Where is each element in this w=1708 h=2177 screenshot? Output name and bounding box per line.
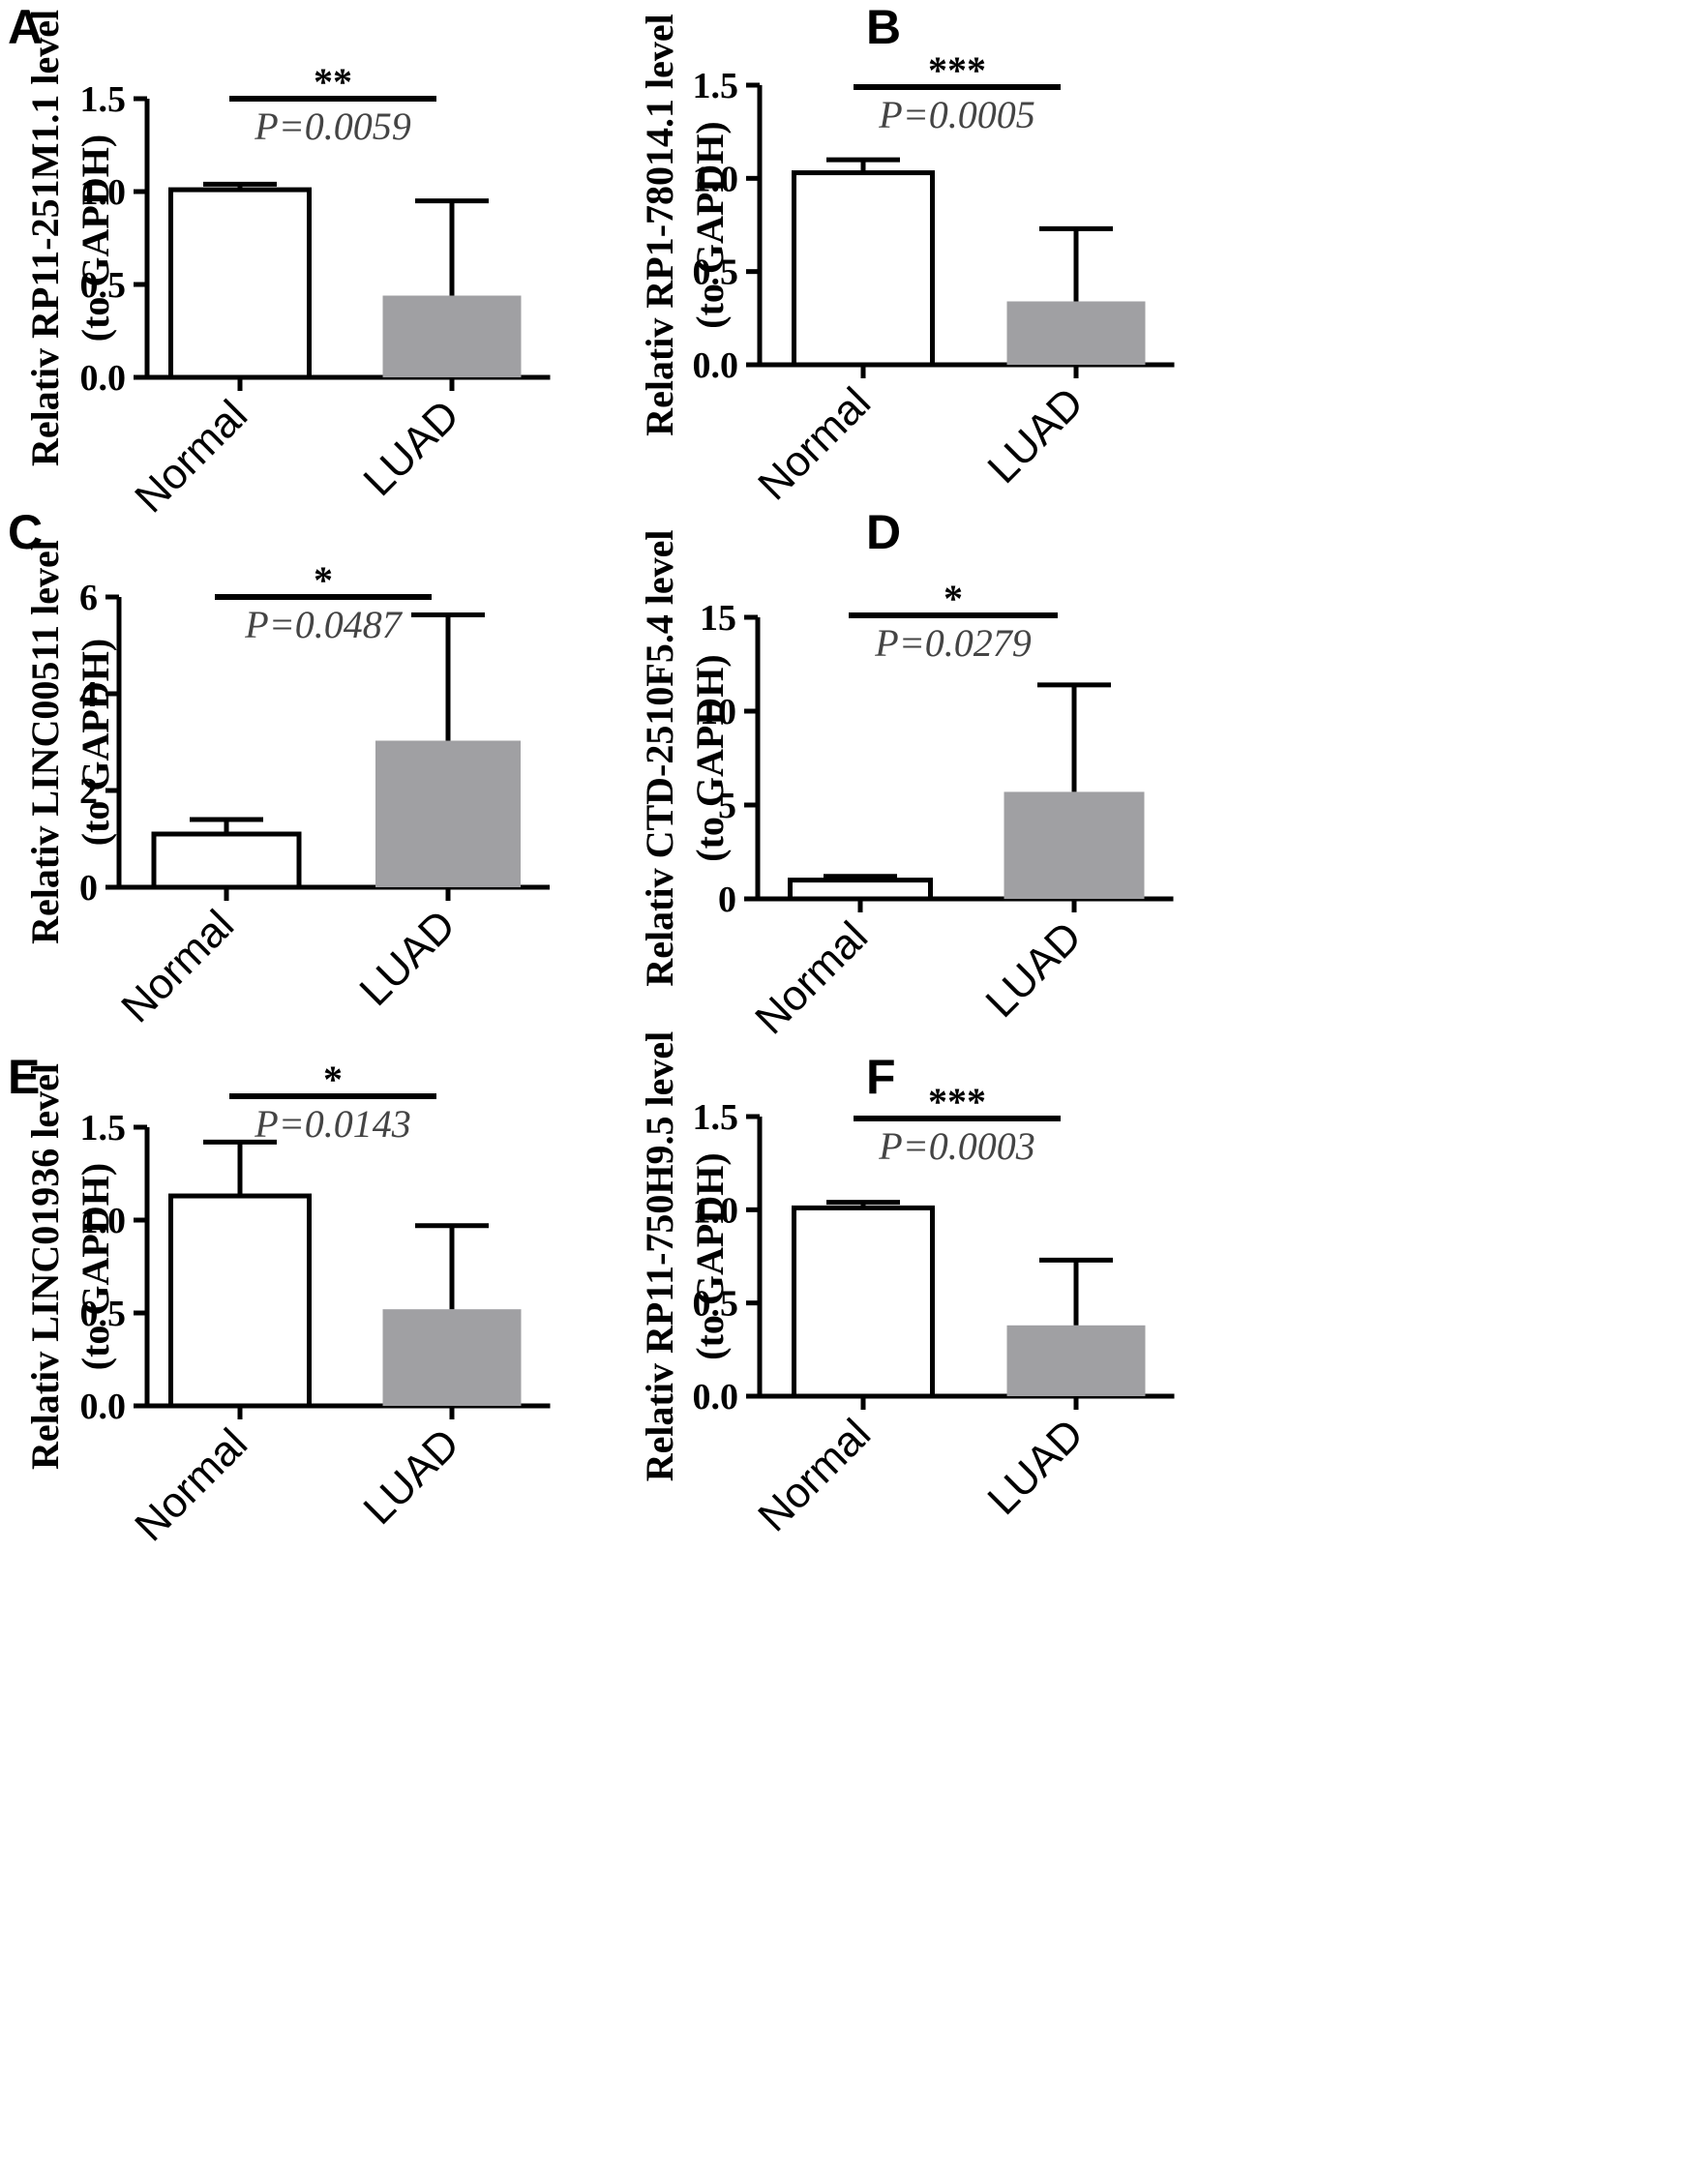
p-value-label: P=0.0005 [878,93,1034,136]
y-tick-label: 0.5 [80,1294,127,1334]
y-axis-label-unit: (to GAPDH) [74,134,117,342]
category-label-luad: LUAD [350,901,464,1015]
significance-stars: * [944,577,963,620]
y-tick-label: 0 [718,880,736,920]
y-tick-label: 0.0 [693,345,739,386]
y-axis-label: Relativ RP11-251M1.1 level [23,10,67,466]
y-tick-label: 1.5 [693,66,739,106]
significance-stars: *** [928,48,986,92]
y-tick-label: 0.5 [80,265,127,306]
category-label-luad: LUAD [354,391,468,505]
panel-letter: F [866,1050,896,1104]
y-axis-label: Relativ LINC01936 level [23,1063,67,1470]
y-axis-label-unit: (to GAPDH) [688,121,732,328]
y-tick-label: 15 [700,598,736,639]
y-tick-label: 0.5 [693,1284,739,1325]
bar-luad [1004,791,1145,899]
category-label-normal: Normal [126,391,256,522]
category-label-luad: LUAD [354,1419,468,1534]
y-tick-label: 0 [79,868,98,909]
bar-normal [168,187,312,380]
panel-letter: C [8,505,43,559]
y-tick-label: 2 [79,771,98,812]
panel-b: B Relativ RP1-78014.1 level (to GAPDH) 0.0 0… [638,0,1175,509]
panel-letter: D [866,505,901,559]
p-value-label: P=0.0487 [244,603,403,646]
panel-d: D Relativ CTD-2510F5.4 level (to GAPDH) 0 5 1… [638,505,1174,1043]
category-label-luad: LUAD [976,912,1091,1027]
y-tick-label: 1.0 [693,159,739,199]
y-axis-label-unit: (to GAPDH) [74,639,117,846]
y-axis-label-unit: (to GAPDH) [688,1152,732,1359]
bar-luad [382,1309,522,1406]
p-value-label: P=0.0143 [254,1102,410,1146]
panel-letter: B [866,0,901,54]
bar-luad [1006,1325,1146,1396]
panel-f: F Relativ RP11-750H9.5 level (to GAPDH) 0.0… [638,1031,1175,1540]
p-value-label: P=0.0059 [254,104,410,148]
y-tick-label: 1.0 [693,1190,739,1231]
bar-normal [792,170,935,368]
panel-letter: A [8,0,43,54]
bar-normal [168,1193,312,1409]
significance-stars: ** [314,60,352,104]
y-tick-label: 1.5 [80,79,127,120]
p-value-label: P=0.0003 [878,1124,1034,1168]
y-tick-label: 0.0 [80,1387,127,1427]
bar-luad [382,295,522,377]
y-tick-label: 0.0 [80,358,127,399]
y-axis-label-unit: (to GAPDH) [688,654,732,861]
significance-stars: * [314,558,333,602]
bar-normal [151,831,302,890]
y-tick-label: 10 [700,692,736,732]
y-tick-label: 0.5 [693,253,739,293]
y-tick-label: 1.0 [80,172,127,213]
y-axis-label: Relativ RP1-78014.1 level [638,14,681,436]
y-tick-label: 5 [718,786,736,826]
y-tick-label: 1.5 [693,1097,739,1138]
y-axis-label: Relativ RP11-750H9.5 level [638,1031,681,1481]
significance-stars: *** [928,1080,986,1123]
y-axis-label-unit: (to GAPDH) [74,1163,117,1370]
significance-stars: * [323,1058,343,1101]
y-axis-label: Relativ CTD-2510F5.4 level [638,529,681,986]
y-tick-label: 0.0 [693,1377,739,1417]
p-value-label: P=0.0279 [874,621,1031,665]
bar-luad [1006,301,1146,365]
category-label-normal: Normal [749,1410,880,1540]
panel-letter: E [8,1050,40,1104]
bar-luad [375,740,521,887]
category-label-normal: Normal [746,912,877,1043]
y-axis-label: Relativ LINC00511 level [23,540,67,944]
y-tick-label: 6 [79,578,98,618]
bar-normal [788,878,933,902]
y-tick-label: 1.0 [80,1201,127,1241]
category-label-normal: Normal [749,378,880,509]
y-tick-label: 4 [79,674,98,715]
category-label-normal: Normal [112,901,243,1031]
bar-normal [792,1205,935,1399]
category-label-normal: Normal [126,1419,256,1550]
category-label-luad: LUAD [978,378,1093,492]
category-label-luad: LUAD [978,1410,1093,1524]
y-tick-label: 1.5 [80,1108,127,1148]
